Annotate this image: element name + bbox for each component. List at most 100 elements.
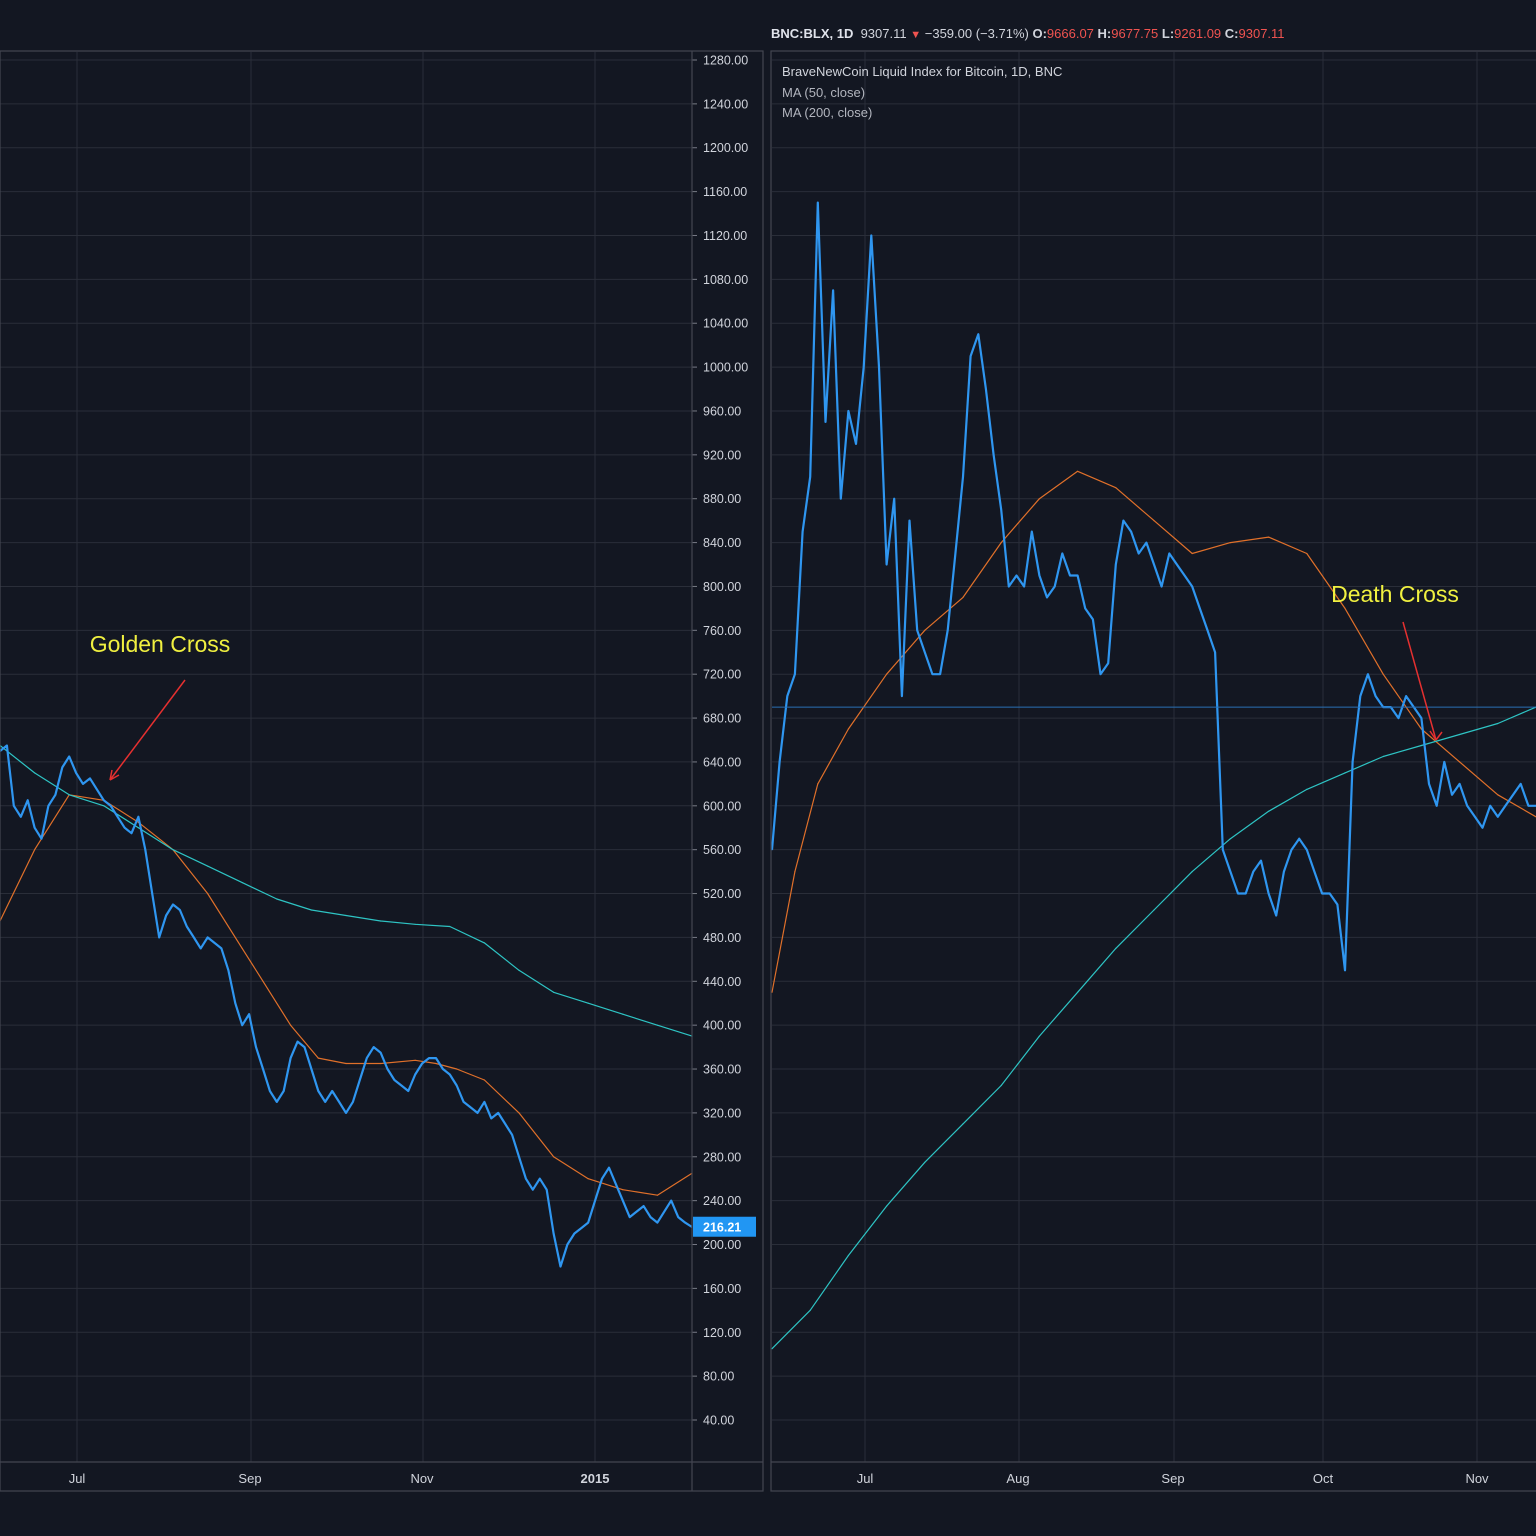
price-point [34, 827, 36, 829]
price-point [456, 1084, 458, 1087]
y-tick-label: 760.00 [703, 624, 741, 638]
price-line [0, 744, 693, 1268]
price-point [1191, 585, 1193, 588]
ma-point [68, 794, 70, 796]
death-cross-arrow [1402, 621, 1437, 741]
ma-point [794, 871, 796, 873]
price-point [615, 1183, 617, 1185]
ma-point [817, 783, 819, 785]
open-label: O: [1032, 26, 1047, 41]
y-tick-label: 520.00 [703, 887, 741, 901]
y-tick-label: 1200.00 [703, 141, 748, 155]
price-point [1138, 552, 1140, 555]
x-tick-label: Nov [410, 1471, 434, 1486]
price-point [1436, 805, 1438, 807]
price-point [539, 1178, 541, 1180]
price-point [463, 1101, 465, 1103]
ma-point [587, 1002, 589, 1004]
price-point [54, 794, 57, 796]
price-point [1336, 903, 1338, 906]
price-point [587, 1222, 589, 1224]
indicator-legend: BraveNewCoin Liquid Index for Bitcoin, 1… [782, 62, 1062, 124]
ma50-line [0, 794, 693, 1196]
symbol-label[interactable]: BNC:BLX, 1D [771, 26, 854, 41]
ma-point [656, 1024, 659, 1026]
ma-point [207, 865, 209, 867]
price-point [1466, 805, 1468, 807]
price-point [802, 531, 804, 533]
price-point [165, 914, 167, 917]
price-point [303, 1046, 306, 1048]
legend-title[interactable]: BraveNewCoin Liquid Index for Bitcoin, 1… [782, 64, 1063, 79]
price-point [82, 783, 84, 785]
price-point [435, 1057, 437, 1059]
price-point [786, 695, 788, 697]
price-point [817, 202, 819, 204]
price-point [1092, 618, 1094, 621]
price-point [532, 1189, 534, 1191]
ma-point [414, 923, 416, 925]
price-point [213, 942, 216, 944]
price-point [1184, 574, 1186, 577]
ma-point [771, 991, 773, 993]
ma-point [241, 947, 243, 950]
price-point [352, 1101, 354, 1103]
price-point [476, 1112, 479, 1114]
price-point [227, 969, 229, 971]
ma-point [345, 1062, 347, 1065]
price-point [1023, 585, 1025, 588]
ma-point [771, 1348, 773, 1350]
price-point [1306, 849, 1308, 851]
price-point [1375, 695, 1377, 697]
ma-point [207, 892, 209, 895]
ma-point [380, 920, 382, 922]
price-point [1420, 717, 1422, 719]
ma-point [1038, 498, 1040, 500]
low-label: L: [1161, 26, 1175, 41]
price-point [993, 454, 995, 456]
ma-point [1229, 542, 1231, 544]
price-point [1015, 574, 1018, 577]
price-point [324, 1101, 326, 1103]
price-point [1459, 783, 1461, 785]
price-point [1527, 805, 1529, 807]
ma50-line [771, 470, 1536, 993]
price-point [276, 1101, 278, 1103]
ma-point [1191, 871, 1193, 873]
price-point [518, 1156, 520, 1158]
ma-point [587, 1178, 589, 1180]
price-point [985, 388, 987, 390]
ma-point [34, 849, 36, 851]
y-tick-label: 1040.00 [703, 317, 748, 331]
price-point [863, 366, 865, 368]
price-point [629, 1216, 631, 1218]
price-point [89, 777, 91, 780]
price-point [310, 1068, 312, 1070]
price-point [771, 849, 773, 851]
price-point [1115, 563, 1117, 566]
price-point [1038, 574, 1040, 577]
price-point [317, 1090, 319, 1092]
ma-point [1000, 1084, 1002, 1087]
price-point [1489, 805, 1491, 807]
ma-point [1459, 761, 1461, 763]
open-value: 9666.07 [1046, 26, 1094, 41]
ma-point [241, 882, 243, 884]
price-point [110, 805, 112, 807]
ma-point [172, 849, 174, 851]
price-point [546, 1189, 548, 1191]
price-point [483, 1101, 485, 1103]
price-point [373, 1046, 375, 1048]
price-point [847, 410, 850, 412]
legend-ma200[interactable]: MA (200, close) [782, 105, 873, 120]
y-tick-label: 360.00 [703, 1063, 741, 1077]
ma-point [1306, 788, 1308, 791]
ma-point [656, 1194, 659, 1196]
price-point [490, 1117, 492, 1119]
price-point [939, 673, 941, 675]
ma-point [345, 914, 347, 917]
legend-ma50[interactable]: MA (50, close) [782, 84, 866, 100]
price-point [878, 366, 880, 368]
price-point [893, 498, 895, 500]
y-tick-label: 280.00 [703, 1150, 741, 1164]
